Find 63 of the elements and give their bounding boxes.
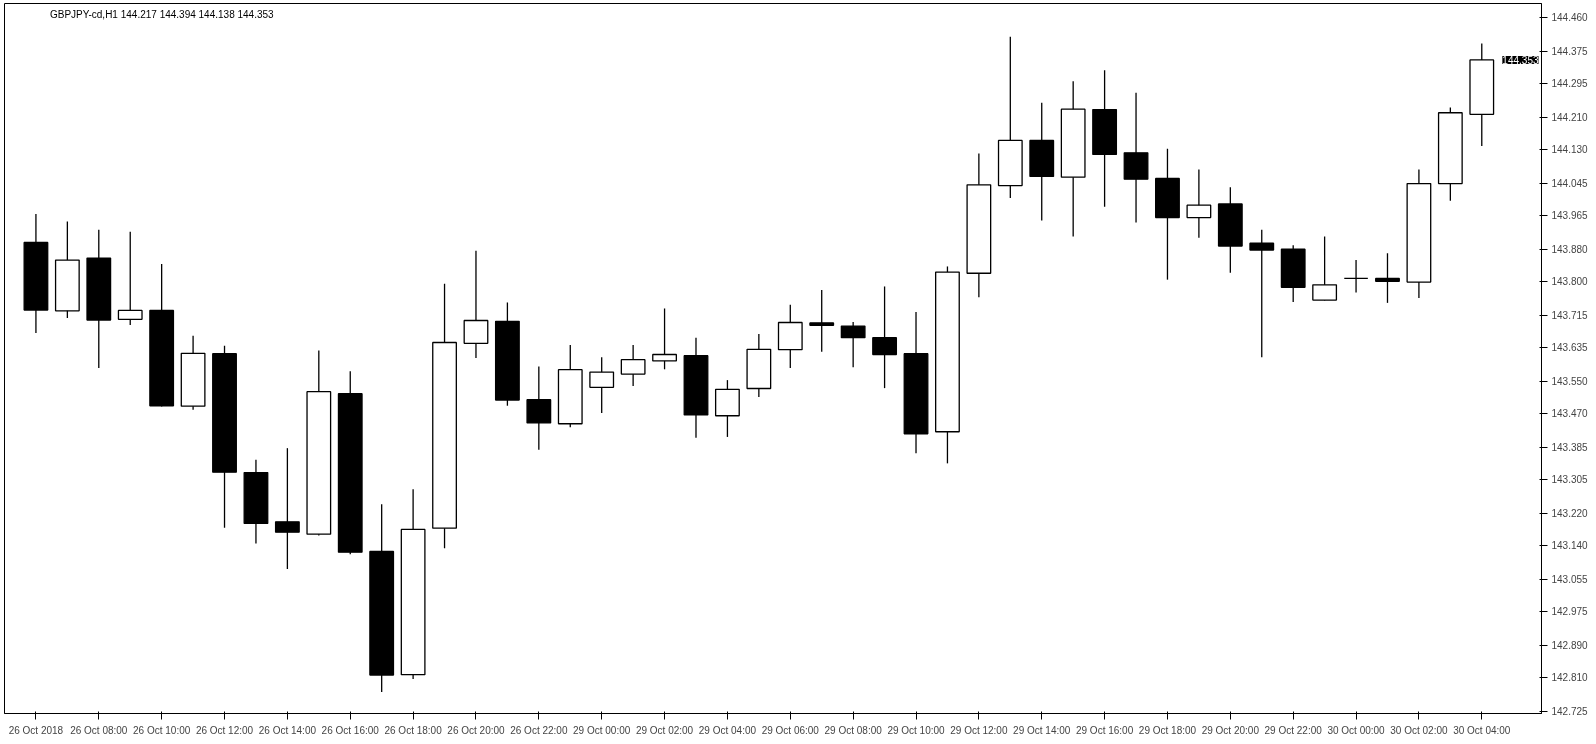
candlestick xyxy=(1343,259,1369,294)
x-tick-label: 29 Oct 22:00 xyxy=(1264,724,1323,736)
candlestick xyxy=(1186,168,1212,239)
x-tick-label: 29 Oct 14:00 xyxy=(1013,724,1071,736)
x-tick-label: 26 Oct 08:00 xyxy=(70,724,128,736)
candlestick xyxy=(1312,235,1338,302)
x-tick-label: 29 Oct 12:00 xyxy=(950,724,1008,736)
candlestick xyxy=(620,344,646,387)
candlestick xyxy=(526,365,552,451)
x-tick-label: 29 Oct 16:00 xyxy=(1075,724,1134,736)
x-tick-label: 26 Oct 12:00 xyxy=(195,724,254,736)
y-tick-label: 143.470 xyxy=(1551,408,1589,420)
y-tick-label: 143.305 xyxy=(1551,474,1589,486)
x-tick-label: 26 Oct 20:00 xyxy=(447,724,506,736)
text: GBPJPY-cd,H1 144.217 144.394 144.138 144.353 xyxy=(49,8,275,20)
x-tick-label: 26 Oct 18:00 xyxy=(384,724,443,736)
y-tick-label: 143.965 xyxy=(1551,210,1589,222)
x-tick-label: 26 Oct 22:00 xyxy=(510,724,568,736)
x-tick-label: 29 Oct 02:00 xyxy=(635,724,694,736)
y-tick-label: 142.975 xyxy=(1551,606,1589,618)
x-tick-label: 30 Oct 02:00 xyxy=(1390,724,1448,736)
candlestick xyxy=(117,230,143,326)
y-tick-label: 143.550 xyxy=(1551,376,1589,388)
y-tick-label: 144.130 xyxy=(1551,144,1589,156)
y-tick-label: 142.890 xyxy=(1551,640,1589,652)
candlestick xyxy=(1249,228,1275,358)
candlestick xyxy=(652,307,677,370)
candlestick xyxy=(809,289,835,353)
y-tick-label: 143.220 xyxy=(1551,508,1589,520)
x-tick-label: 29 Oct 20:00 xyxy=(1201,724,1260,736)
y-tick-label: 142.810 xyxy=(1551,672,1589,684)
y-tick-label: 143.140 xyxy=(1551,540,1589,552)
candlestick xyxy=(872,285,898,389)
candlestick xyxy=(840,321,866,368)
y-tick-label: 144.295 xyxy=(1551,78,1589,90)
candlestick xyxy=(1375,252,1400,304)
x-tick-label: 30 Oct 04:00 xyxy=(1453,724,1511,736)
x-tick-label: 29 Oct 04:00 xyxy=(698,724,757,736)
x-tick-label: 29 Oct 00:00 xyxy=(573,724,631,736)
x-tick-label: 30 Oct 00:00 xyxy=(1327,724,1386,736)
y-tick-label: 144.210 xyxy=(1551,112,1589,124)
y-tick-label: 143.880 xyxy=(1551,244,1589,256)
y-tick-label: 143.055 xyxy=(1551,574,1589,586)
candlestick xyxy=(274,447,300,570)
x-tick-label: 29 Oct 08:00 xyxy=(824,724,883,736)
y-tick-label: 144.045 xyxy=(1551,178,1589,190)
x-tick-label: 26 Oct 16:00 xyxy=(321,724,380,736)
y-tick-label: 144.460 xyxy=(1551,12,1589,24)
y-tick-label: 144.375 xyxy=(1551,46,1589,58)
x-tick-label: 26 Oct 2018 xyxy=(8,724,64,736)
y-tick-label: 143.635 xyxy=(1551,342,1589,354)
x-tick-label: 29 Oct 06:00 xyxy=(761,724,820,736)
x-tick-label: 29 Oct 18:00 xyxy=(1138,724,1197,736)
y-tick-label: 143.715 xyxy=(1551,310,1589,322)
text: 144.353 xyxy=(1502,54,1539,66)
x-tick-label: 26 Oct 14:00 xyxy=(258,724,317,736)
y-tick-label: 143.800 xyxy=(1551,276,1589,288)
y-tick-label: 143.385 xyxy=(1551,442,1589,454)
x-tick-label: 26 Oct 10:00 xyxy=(133,724,191,736)
candlestick xyxy=(463,250,489,359)
y-tick-label: 142.725 xyxy=(1551,706,1589,718)
candlestick xyxy=(589,356,615,414)
x-tick-label: 29 Oct 10:00 xyxy=(887,724,946,736)
